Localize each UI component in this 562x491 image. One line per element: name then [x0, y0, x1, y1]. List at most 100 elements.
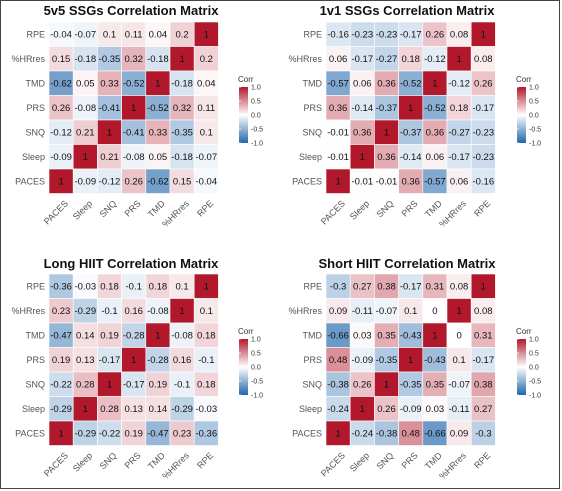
heatmap-cell: [349, 168, 375, 194]
cell-value-label: 0.36: [377, 152, 396, 163]
y-tick-label: Sleep: [22, 404, 45, 414]
cell-value-label: 0.08: [450, 282, 469, 293]
cell-value-label: -0.17: [351, 54, 373, 65]
cell-value-label: 0.36: [329, 103, 348, 114]
heatmap-cell: [446, 168, 472, 194]
cell-value-label: 0.08: [450, 30, 469, 41]
heatmap-cell: [97, 322, 122, 348]
heatmap-cell: [398, 144, 424, 170]
legend-tick-label: 0.5: [251, 99, 261, 106]
cell-value-label: -0.57: [424, 177, 446, 188]
y-tick-label: PRS: [26, 103, 45, 113]
cell-value-label: 0.26: [377, 404, 396, 415]
x-tick-label: %HRres: [437, 450, 468, 481]
cell-value-label: 0.11: [125, 30, 143, 41]
cell-value-label: -0.29: [171, 404, 193, 415]
cell-value-label: -0.37: [400, 128, 422, 139]
legend-tick-label: 1.0: [251, 337, 261, 344]
legend-colorbar: [517, 87, 526, 143]
x-tick-label: RPE: [195, 198, 215, 218]
cell-value-label: 1: [155, 79, 160, 90]
x-tick-label: Sleep: [348, 450, 371, 473]
cell-value-label: -0.43: [400, 331, 422, 342]
cell-value-label: 1: [179, 306, 184, 317]
cell-value-label: 0.19: [149, 380, 168, 391]
cell-value-label: 1: [384, 128, 389, 139]
heatmap-cell: [48, 144, 74, 170]
legend-tick-label: 1.0: [251, 85, 261, 92]
heatmap-cell: [349, 298, 375, 324]
panel-title: 5v5 SSGs Correlation Matrix: [44, 3, 220, 18]
cell-value-label: 0.27: [353, 282, 372, 293]
x-tick-label: %HRres: [160, 450, 191, 481]
cell-value-label: -0.41: [99, 103, 121, 114]
heatmap-cell: [398, 347, 424, 373]
cell-value-label: 0.1: [175, 282, 188, 293]
cell-value-label: -0.01: [376, 177, 398, 188]
cell-value-label: 0.33: [149, 128, 168, 139]
cell-value-label: -0.01: [327, 128, 349, 139]
cell-value-label: -0.17: [400, 30, 422, 41]
cell-value-label: -0.1: [126, 282, 142, 293]
cell-value-label: -0.1: [174, 380, 190, 391]
x-tick-label: TMD: [146, 198, 167, 219]
cell-value-label: 0.05: [149, 152, 168, 163]
cell-value-label: 0.03: [353, 331, 372, 342]
cell-value-label: -0.23: [376, 30, 398, 41]
cell-value-label: -0.17: [472, 355, 494, 366]
cell-value-label: 0.1: [200, 306, 213, 317]
heatmap-cell: [48, 371, 74, 397]
cell-value-label: 0.21: [76, 128, 95, 139]
heatmap-cell: [97, 347, 122, 373]
y-tick-label: %HRres: [288, 306, 322, 316]
legend-tick-label: -0.5: [529, 127, 541, 134]
cell-value-label: -0.66: [424, 429, 446, 440]
heatmap-cell: [422, 46, 448, 72]
cell-value-label: 0.1: [404, 306, 417, 317]
heatmap-cell: [48, 298, 74, 324]
x-tick-label: PRS: [399, 198, 419, 218]
cell-value-label: -0.29: [74, 306, 96, 317]
cell-value-label: -0.52: [123, 79, 145, 90]
cell-value-label: 1: [481, 30, 486, 41]
y-tick-label: PACES: [15, 428, 45, 438]
heatmap-cell: [470, 273, 496, 299]
heatmap-cell: [48, 21, 74, 47]
legend-colorbar: [239, 87, 248, 143]
cell-value-label: 0.32: [173, 103, 192, 114]
y-tick-label: RPE: [303, 29, 322, 39]
cell-value-label: 1: [432, 79, 437, 90]
cell-value-label: 0.28: [100, 404, 119, 415]
heatmap-cell: [48, 46, 74, 72]
heatmap-cell: [470, 371, 496, 397]
heatmap-cell: [325, 298, 351, 324]
heatmap-cell: [97, 396, 122, 422]
legend-tick-label: -1.0: [529, 393, 541, 400]
x-tick-label: PRS: [399, 450, 419, 470]
heatmap-cell: [349, 420, 375, 446]
legend-tick-label: 0.0: [529, 113, 539, 120]
cell-value-label: 0.19: [100, 331, 119, 342]
cell-value-label: -0.08: [74, 103, 96, 114]
x-tick-label: Sleep: [71, 198, 94, 221]
cell-value-label: 0.26: [353, 380, 372, 391]
heatmap-cell: [121, 322, 147, 348]
y-tick-label: RPE: [26, 281, 45, 291]
x-tick-label: PACES: [42, 198, 70, 226]
cell-value-label: -0.07: [74, 30, 96, 41]
cell-value-label: 1: [204, 282, 209, 293]
cell-value-label: 0.14: [76, 331, 95, 342]
cell-value-label: 0.36: [353, 128, 372, 139]
cell-value-label: -0.3: [475, 429, 491, 440]
heatmap-cell: [145, 322, 171, 348]
cell-value-label: 0.08: [474, 54, 493, 65]
cell-value-label: -0.41: [123, 128, 145, 139]
cell-value-label: -0.08: [123, 152, 145, 163]
heatmap-cell: [422, 347, 448, 373]
heatmap-cell: [470, 70, 496, 96]
panel-title: Short HIIT Correlation Matrix: [319, 256, 497, 271]
heatmap-cell: [72, 396, 98, 422]
y-tick-label: Sleep: [299, 404, 322, 414]
